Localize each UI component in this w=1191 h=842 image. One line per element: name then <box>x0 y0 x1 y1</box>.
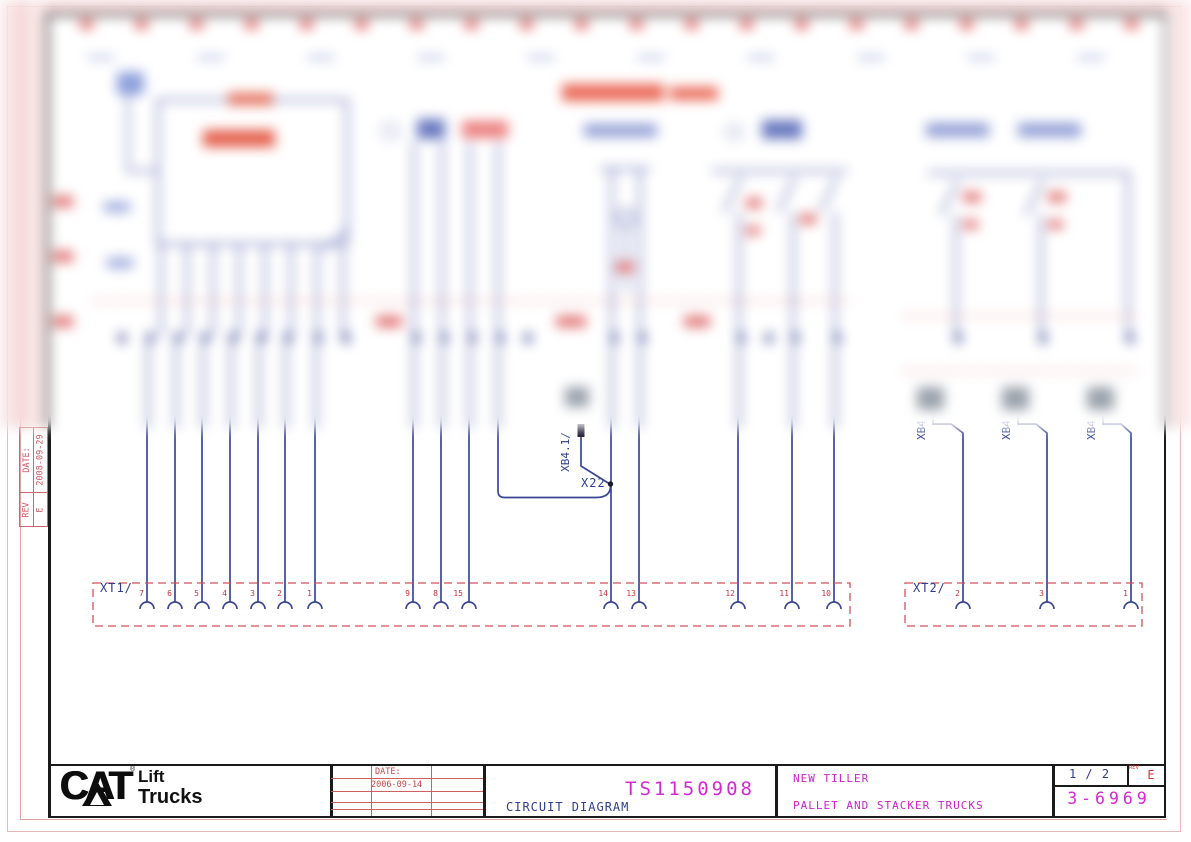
frame-right <box>1163 300 1166 817</box>
terminal-number: 7 <box>139 589 144 598</box>
doc-number: TS1150908 <box>625 778 755 800</box>
xt2-connector-box <box>904 582 1143 627</box>
cat-logo-triangle-inner <box>90 792 104 805</box>
inner-border-horizontal <box>20 819 1167 820</box>
terminal-number: 14 <box>598 589 608 598</box>
sheet-number: 1 / 2 <box>1068 767 1111 781</box>
x22-label: X22 <box>581 476 606 490</box>
doc-type: CIRCUIT DIAGRAM <box>506 800 630 814</box>
project-line2: PALLET AND STACKER TRUCKS <box>793 799 984 812</box>
rev-value: E <box>1147 768 1155 782</box>
frame-left <box>48 300 51 817</box>
terminal-number: 12 <box>725 589 735 598</box>
xt2-label: XT2/ <box>913 581 946 595</box>
terminal-number: 4 <box>222 589 227 598</box>
terminal-number: 3 <box>1039 589 1044 598</box>
terminal-number: 13 <box>626 589 636 598</box>
drawing-number: 3-6969 <box>1067 789 1151 808</box>
terminal-number: 2 <box>277 589 282 598</box>
terminal-number: 3 <box>250 589 255 598</box>
terminal-number: 8 <box>433 589 438 598</box>
cat-logo: CAT ® Lift Trucks <box>60 764 326 815</box>
terminal-number: 6 <box>167 589 172 598</box>
cat-logo-line2: Trucks <box>138 786 203 808</box>
terminal-number: 2 <box>955 589 960 598</box>
titleblock-date-label: DATE: <box>375 767 401 777</box>
project-line1: NEW TILLER <box>793 772 870 785</box>
titleblock-date-value: 2006-09-14 <box>371 779 423 790</box>
terminal-number: 5 <box>194 589 199 598</box>
xt1-label: XT1/ <box>100 581 133 595</box>
rev-label: REV <box>1129 765 1139 771</box>
terminal-number: 15 <box>453 589 463 598</box>
xb41-pin-square <box>577 424 585 437</box>
xt1-connector-box <box>92 582 851 627</box>
terminal-number: 9 <box>405 589 410 598</box>
x22-junction-dot <box>607 481 614 487</box>
terminal-number: 1 <box>307 589 312 598</box>
cat-logo-line1: Lift <box>138 767 165 786</box>
terminal-number: 11 <box>779 589 789 598</box>
terminal-number: 10 <box>821 589 831 598</box>
terminal-number: 1 <box>1123 589 1128 598</box>
blurred-circuit-region <box>0 0 1191 428</box>
cat-logo-reg: ® <box>130 766 136 773</box>
inner-border-vertical <box>20 300 21 819</box>
